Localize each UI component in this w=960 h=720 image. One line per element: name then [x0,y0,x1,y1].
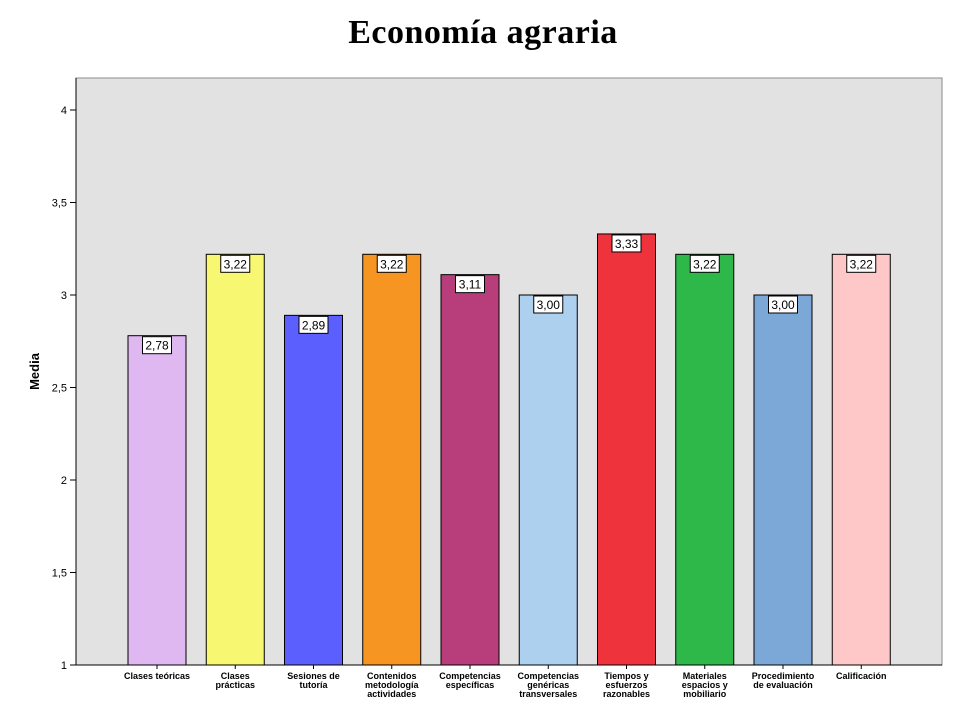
bar [205,253,265,666]
bar [127,335,187,666]
category-label-line: genéricas [527,680,569,690]
category-label-line: actividades [367,689,416,699]
value-label-box [455,275,485,294]
bar [518,294,578,666]
value-label: 3,33 [615,237,639,251]
y-tick-label: 2,5 [52,383,67,395]
value-label: 3,22 [693,257,717,271]
category-label: Calificación [836,671,887,681]
y-tick-label: 1,5 [52,568,67,580]
value-label-box [533,295,564,314]
value-label-box [376,254,407,273]
value-label: 3,22 [224,257,248,271]
value-label-box [220,254,251,273]
category-label: Contenidos metodología actividades [365,671,419,699]
y-tick-label: 3,5 [52,198,67,210]
category-label-line: Tiempos y [604,671,648,681]
y-tick-label: 1 [61,660,67,672]
value-label-box [846,254,877,273]
category-label: Sesiones de tutoría [287,671,340,690]
category-label-line: tutoría [300,680,329,690]
bar [753,294,813,666]
bar [831,253,891,666]
category-label-line: transversales [519,689,577,699]
value-label: 3,00 [537,298,561,312]
category-label-line: Sesiones de [287,671,340,681]
y-tick-label: 3 [61,290,67,302]
category-label-line: prácticas [215,680,255,690]
value-label: 2,78 [145,339,169,353]
value-label: 2,89 [302,318,326,332]
category-label-line: Contenidos [367,671,417,681]
value-label-box [768,295,798,314]
value-label: 3,22 [380,257,404,271]
category-label-line: metodología [365,680,419,690]
category-label: Materiales espacios y mobiliario [682,671,728,699]
category-label: Tiempos y esfuerzos razonables [603,671,650,699]
bar [440,274,500,666]
category-label: Clases teóricas [124,671,190,681]
category-label-line: Procedimiento [752,671,815,681]
value-label-box [611,234,642,253]
category-label-line: razonables [603,689,650,699]
category-label: Procedimiento de evaluación [752,671,815,690]
category-label-line: Clases teóricas [124,671,190,681]
category-label-line: esfuerzos [605,680,647,690]
value-label-box [142,336,172,355]
category-label-line: Calificación [836,671,887,681]
chart-title: Economía agraria [348,14,618,51]
y-tick-label: 2 [61,475,67,487]
value-label-box [689,254,720,273]
category-label: Competencias genéricas transversales [517,671,579,699]
category-label-line: específicas [446,680,495,690]
value-label-box [298,315,329,334]
category-label-line: espacios y [682,680,728,690]
bar [284,314,343,666]
value-label: 3,00 [771,298,795,312]
category-label-line: mobiliario [683,689,727,699]
y-axis-title: Media [27,352,42,390]
bar [597,233,656,666]
category-label-line: Materiales [683,671,727,681]
y-tick-label: 4 [61,105,67,117]
category-label-line: Competencias [439,671,501,681]
category-label: Competencias específicas [439,671,501,690]
bar [675,253,735,666]
category-label-line: Competencias [517,671,579,681]
bar [362,253,422,666]
category-label: Clases prácticas [215,671,255,690]
value-label: 3,22 [850,257,874,271]
category-label-line: de evaluación [753,680,813,690]
category-label-line: Clases [221,671,250,681]
value-label: 3,11 [459,278,482,292]
